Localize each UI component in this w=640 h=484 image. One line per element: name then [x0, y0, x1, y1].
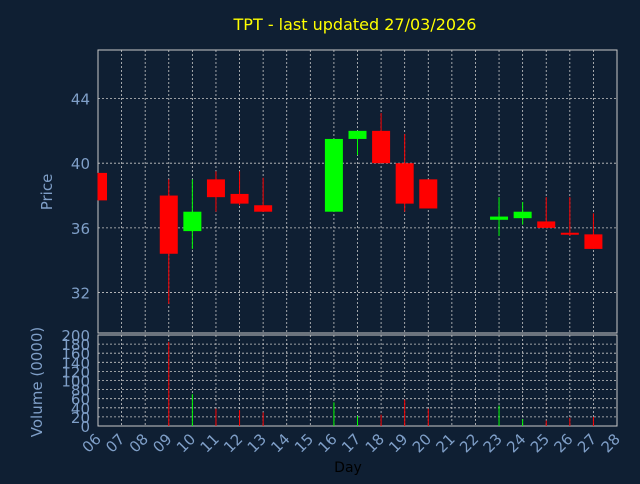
- candle-body: [419, 179, 438, 209]
- candle-body: [513, 211, 532, 219]
- candle-body: [490, 216, 509, 220]
- volume-tick-label: 20: [71, 409, 90, 427]
- price-tick-label: 36: [71, 220, 90, 238]
- candle-body: [537, 221, 556, 228]
- candle-body: [395, 163, 414, 204]
- candle-body: [324, 138, 343, 212]
- price-tick-label: 40: [71, 155, 90, 173]
- volume-tick-label: 140: [61, 354, 90, 372]
- volume-tick-label: 120: [61, 363, 90, 381]
- volume-tick-label: 160: [61, 345, 90, 363]
- x-tick-labels: 0607080910111213141516171819202122232425…: [79, 430, 624, 456]
- volume-tick-label: 100: [61, 373, 90, 391]
- candle-body: [584, 234, 603, 249]
- volume-tick-label: 60: [71, 391, 90, 409]
- candle-body: [159, 195, 178, 254]
- candle-body: [560, 232, 579, 235]
- volume-tick-label: 200: [61, 327, 90, 345]
- candle-body: [98, 172, 107, 201]
- candle-body: [348, 130, 367, 139]
- x-axis-label: Day: [334, 460, 362, 476]
- chart-title: TPT - last updated 27/03/2026: [233, 15, 477, 34]
- price-axis-label: Price: [38, 174, 56, 211]
- candle-body: [206, 179, 225, 198]
- candle-body: [230, 193, 249, 204]
- volume-tick-label: 40: [71, 400, 90, 418]
- price-tick-label: 44: [71, 91, 90, 109]
- candle-body: [254, 205, 273, 212]
- price-panel: 32 36 40 44: [71, 49, 618, 334]
- candle-body: [372, 130, 391, 164]
- candle-body: [183, 211, 202, 232]
- price-tick-label: 32: [71, 285, 90, 303]
- volume-tick-label: 0: [80, 418, 90, 436]
- volume-tick-label: 80: [71, 382, 90, 400]
- volume-axis-label: Volume (0000): [28, 327, 46, 437]
- volume-tick-label: 180: [61, 336, 90, 354]
